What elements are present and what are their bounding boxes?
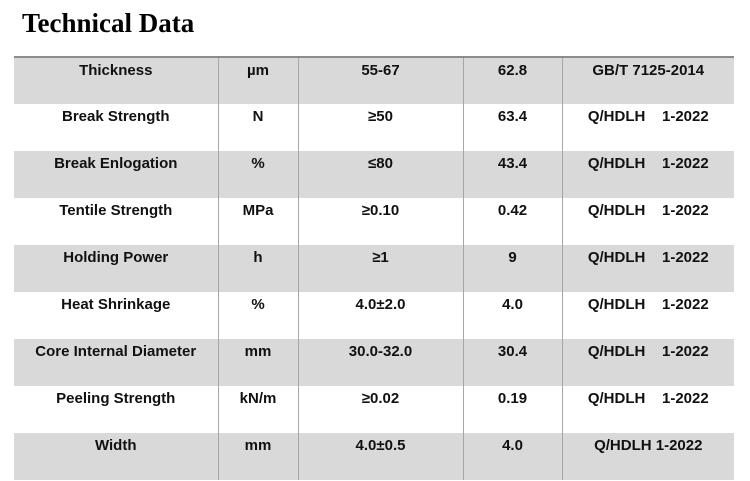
property: Width (14, 433, 218, 480)
table-row: Thickness µm 55-67 62.8 GB/T 7125-2014 (14, 57, 734, 104)
property: Holding Power (14, 245, 218, 292)
property: Thickness (14, 57, 218, 104)
test-method: GB/T 7125-2014 (561, 57, 734, 104)
property: Tentile Strength (59, 202, 173, 219)
unit: N (217, 104, 298, 151)
property: Core Internal Diameter (14, 339, 218, 386)
table-row: Heat Shrinkage% 4.0±2.0 4.0 Q/HDLH 1-2022 (14, 292, 734, 339)
table-row: Break Enlogation% ≤80 43.4 Q/HDLH 1-2022 (14, 151, 734, 198)
property: Break Strength (61, 108, 170, 125)
standard-value: ≥0.02 (297, 386, 463, 433)
unit: MPa (217, 198, 298, 245)
standard-value: 30.0-32.0 (297, 339, 463, 386)
test-value: 62.8 (462, 57, 562, 104)
title: Technical Data (22, 8, 195, 38)
test-method: Q/HDLH 1-2022 (561, 339, 734, 386)
test-method: Q/HDLH 1-2022 (561, 151, 734, 198)
unit: µm (217, 57, 298, 104)
test-value: 0.42 (462, 198, 562, 245)
test-method: Q/HDLH 1-2022 (561, 245, 734, 292)
unit: kN/m (217, 386, 298, 433)
standard-value: ≥1 (297, 245, 463, 292)
spec-table: Thickness µm 55-67 62.8 GB/T 7125-2014 Break … (14, 56, 734, 480)
property: Peeling Strength (56, 390, 176, 407)
test-value: 4.0 (462, 292, 562, 339)
test-value: 30.4 (462, 339, 562, 386)
test-value: 43.4 (462, 151, 562, 198)
test-value: 0.19 (462, 386, 562, 433)
table-row: Peeling Strength kN/m ≥0.02 0.19 Q/HDLH 1-20… (14, 386, 734, 433)
table-row: Core Internal Diameter mm 30.0-32.0 30.4 Q/H… (14, 339, 734, 386)
test-method: Q/HDLH 1-2022 (561, 104, 734, 151)
table-row: Tentile Strength MPa ≥0.10 0.42 Q/HDLH 1-202… (14, 198, 734, 245)
test-value: 63.4 (462, 104, 562, 151)
table-row: Holding Power h ≥1 9 Q/HDLH 1-2022 (14, 245, 734, 292)
property: Heat Shrinkage (61, 296, 171, 313)
unit: mm (217, 433, 298, 480)
standard-value: ≥0.10 (297, 198, 463, 245)
unit: % (217, 292, 298, 339)
unit: % (217, 151, 298, 198)
standard-value: ≤80 (297, 151, 463, 198)
test-value: 9 (462, 245, 562, 292)
test-method: Q/HDLH 1-2022 (561, 386, 734, 433)
property: Break Enlogation (14, 151, 218, 198)
table-row: Break Strength N ≥50 63.4 Q/HDLH 1-2022 (14, 104, 734, 151)
standard-value: 4.0±0.5 (297, 433, 463, 480)
test-method: Q/HDLH 1-2022 (561, 433, 734, 480)
table-row: Width mm 4.0±0.5 4.0 Q/HDLH 1-2022 (14, 433, 734, 480)
test-method: Q/HDLH 1-2022 (561, 292, 734, 339)
test-value: 4.0 (462, 433, 562, 480)
unit: h (217, 245, 298, 292)
standard-value: 55-67 (297, 57, 463, 104)
test-method: Q/HDLH 1-2022 (561, 198, 734, 245)
standard-value: 4.0±2.0 (297, 292, 463, 339)
standard-value: ≥50 (297, 104, 463, 151)
unit: mm (217, 339, 298, 386)
